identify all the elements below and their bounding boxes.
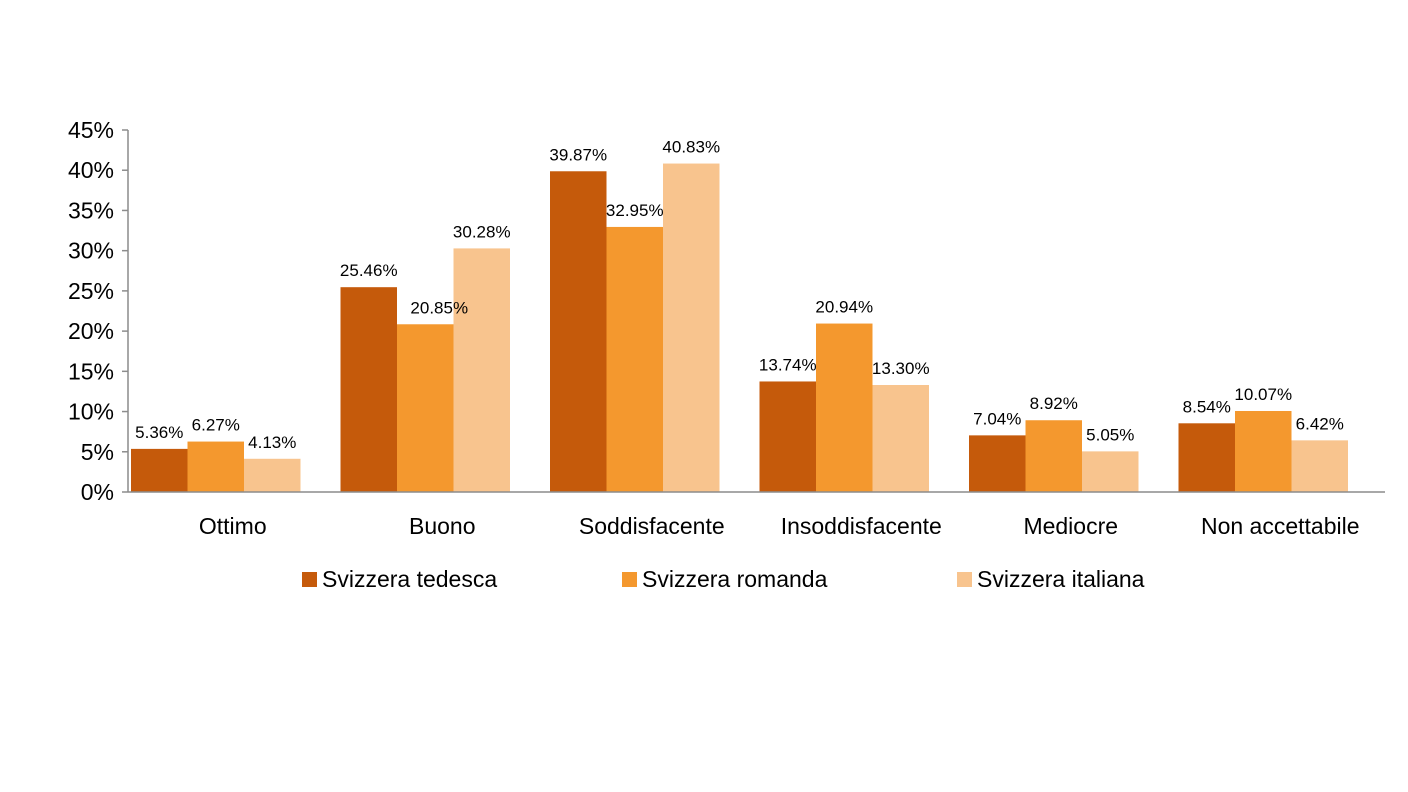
bar: [244, 458, 301, 492]
y-tick-label: 45%: [68, 117, 114, 143]
bar: [340, 287, 397, 492]
x-tick-label: Non accettabile: [1201, 513, 1360, 539]
bar: [969, 435, 1026, 492]
y-tick-label: 25%: [68, 278, 114, 304]
legend-label: Svizzera italiana: [977, 566, 1145, 592]
legend-label: Svizzera romanda: [642, 566, 828, 592]
bar: [131, 448, 188, 492]
data-label: 25.46%: [340, 261, 398, 280]
bar: [1235, 410, 1292, 492]
legend-label: Svizzera tedesca: [322, 566, 497, 592]
legend: Svizzera tedesca Svizzera romanda Svizzera…: [302, 566, 1145, 592]
bar: [1178, 423, 1235, 492]
y-tick-label: 40%: [68, 157, 114, 183]
legend-swatch: [957, 572, 972, 587]
data-label: 6.27%: [192, 416, 240, 435]
data-label: 10.07%: [1234, 385, 1292, 404]
x-tick-label: Ottimo: [199, 513, 267, 539]
data-label: 13.74%: [759, 355, 817, 374]
bar: [1025, 420, 1082, 492]
data-label: 20.94%: [815, 298, 873, 317]
y-tick-label: 35%: [68, 197, 114, 223]
data-label: 8.92%: [1030, 394, 1078, 413]
y-tick-label: 10%: [68, 399, 114, 425]
data-label: 39.87%: [549, 145, 607, 164]
data-label: 30.28%: [453, 222, 511, 241]
bar: [1082, 451, 1139, 492]
x-tick-label: Insoddisfacente: [781, 513, 942, 539]
bar: [1291, 440, 1348, 492]
x-tick-label: Soddisfacente: [579, 513, 725, 539]
x-tick-label: Mediocre: [1023, 513, 1118, 539]
bars: [131, 163, 1348, 493]
bar: [606, 226, 663, 493]
x-axis: Ottimo Buono Soddisfacente Insoddisfacente M…: [128, 491, 1385, 539]
y-tick-label: 0%: [81, 479, 114, 505]
bar: [453, 248, 510, 492]
y-tick-label: 15%: [68, 358, 114, 384]
data-label: 20.85%: [410, 298, 468, 317]
data-label: 4.13%: [248, 433, 296, 452]
bar: [397, 324, 454, 492]
data-labels: 5.36% 6.27% 4.13% 25.46% 20.85% 30.28% 39.87% 3…: [135, 138, 1344, 452]
data-label: 40.83%: [662, 138, 720, 157]
bar: [872, 385, 929, 492]
bar: [550, 171, 607, 492]
data-label: 13.30%: [872, 359, 930, 378]
y-axis: 0% 5% 10% 15% 20% 25% 30% 35% 40% 45%: [68, 117, 129, 505]
data-label: 8.54%: [1183, 397, 1231, 416]
legend-swatch: [302, 572, 317, 587]
y-tick-label: 5%: [81, 439, 114, 465]
bar: [816, 323, 873, 492]
data-label: 5.36%: [135, 423, 183, 442]
data-label: 6.42%: [1296, 414, 1344, 433]
bar: [663, 163, 720, 492]
data-label: 5.05%: [1086, 425, 1134, 444]
bar: [187, 441, 244, 492]
x-tick-label: Buono: [409, 513, 476, 539]
legend-swatch: [622, 572, 637, 587]
data-label: 32.95%: [606, 201, 664, 220]
bar: [759, 381, 816, 492]
y-tick-label: 20%: [68, 318, 114, 344]
y-tick-label: 30%: [68, 238, 114, 264]
data-label: 7.04%: [973, 409, 1021, 428]
